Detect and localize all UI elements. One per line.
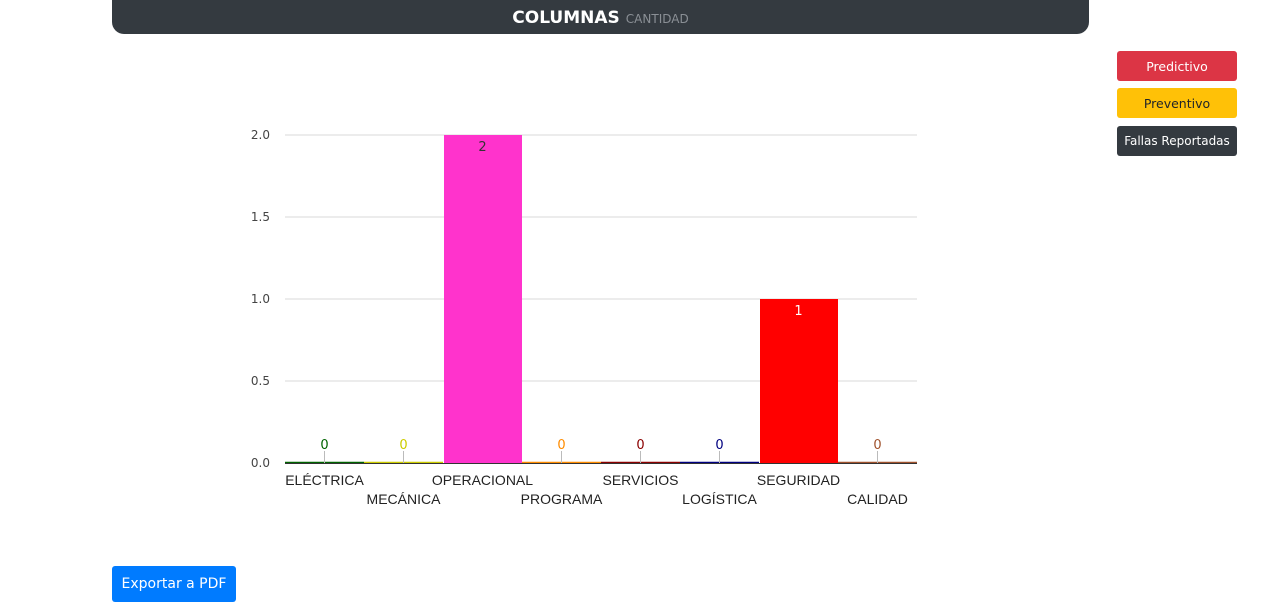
bar (444, 135, 522, 463)
x-tick-label: OPERACIONAL (432, 472, 533, 488)
bar-value-label: 0 (873, 438, 881, 453)
preventivo-button[interactable]: Preventivo (1117, 88, 1237, 118)
bar-chart: 0.0 0.5 1.0 1.5 2.0 0 ELÉCTRICA 0 MECÁNICA 2 OPERA… (251, 128, 917, 507)
bar-value-label: 0 (636, 438, 644, 453)
y-tick-label: 1.0 (251, 292, 270, 306)
fallas-reportadas-button[interactable]: Fallas Reportadas (1117, 126, 1237, 156)
bar-value-label: 2 (478, 140, 486, 155)
chart-header-subtitle: CANTIDAD (625, 12, 689, 26)
chart-header-bar: COLUMNAS CANTIDAD (112, 0, 1089, 34)
predictivo-button[interactable]: Predictivo (1117, 51, 1237, 81)
y-tick-label: 1.5 (251, 210, 270, 224)
chart-header-title: COLUMNAS (512, 7, 620, 28)
bar-value-label: 0 (320, 438, 328, 453)
x-tick-label: SERVICIOS (603, 472, 679, 488)
x-tick-label: MECÁNICA (367, 491, 442, 507)
bar-value-label: 0 (715, 438, 723, 453)
x-tick-label: CALIDAD (847, 491, 908, 507)
x-tick-label: ELÉCTRICA (285, 472, 364, 488)
bar (760, 299, 838, 463)
bar-value-label: 0 (399, 438, 407, 453)
y-tick-label: 0.0 (251, 456, 270, 470)
x-tick-label: PROGRAMA (521, 491, 603, 507)
x-tick-label: LOGÍSTICA (682, 491, 757, 507)
bar-value-label: 1 (794, 304, 802, 319)
x-tick-label: SEGURIDAD (757, 472, 840, 488)
y-tick-label: 2.0 (251, 128, 270, 142)
y-tick-label: 0.5 (251, 374, 270, 388)
export-pdf-button[interactable]: Exportar a PDF (112, 566, 236, 602)
bar-value-label: 0 (557, 438, 565, 453)
